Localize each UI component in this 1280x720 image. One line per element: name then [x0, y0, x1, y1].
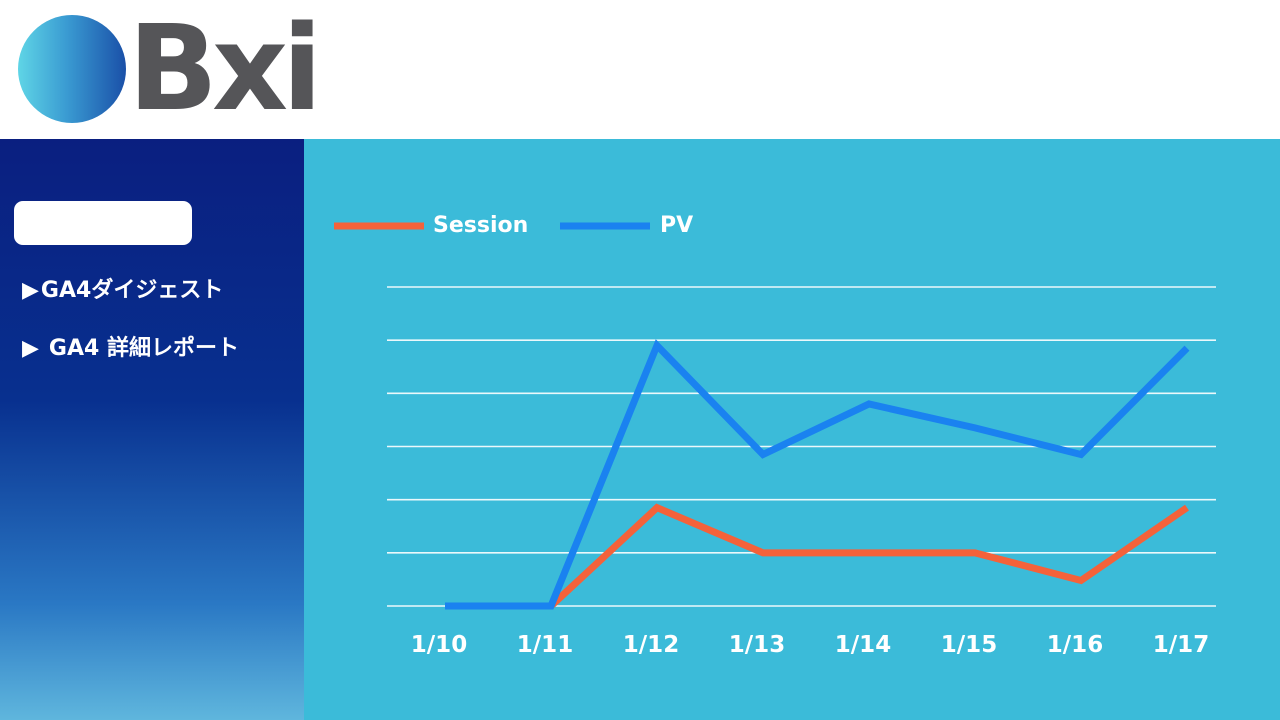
x-tick-label: 1/14: [835, 632, 891, 658]
x-tick-label: 1/11: [517, 632, 573, 658]
header: Bxi: [0, 0, 1280, 139]
series-line-pv: [445, 339, 1190, 610]
sidebar-active-pill[interactable]: [14, 201, 192, 245]
sidebar-item-label: GA4ダイジェスト: [40, 278, 224, 303]
logo-text: Bxi: [128, 0, 322, 137]
x-tick-label: 1/16: [1047, 632, 1103, 658]
legend-label-pv: PV: [660, 213, 693, 238]
x-tick-label: 1/13: [729, 632, 785, 658]
sidebar-item-label: GA4 詳細レポート: [48, 336, 239, 361]
x-tick-label: 1/17: [1153, 632, 1209, 658]
x-tick-label: 1/12: [623, 632, 679, 658]
logo-circle-icon: [18, 15, 126, 123]
play-arrow-icon: ▶: [22, 336, 39, 361]
line-chart: 1/10 1/11 1/12 1/13 1/14 1/15 1/16 1/17 Session P…: [334, 213, 1216, 658]
sidebar-item-ga4-digest[interactable]: ▶GA4ダイジェスト: [22, 272, 223, 304]
x-tick-label: 1/15: [941, 632, 997, 658]
sidebar: ▶GA4ダイジェスト ▶ GA4 詳細レポート: [0, 139, 304, 720]
x-tick-label: 1/10: [411, 632, 467, 658]
chart-panel: 1/10 1/11 1/12 1/13 1/14 1/15 1/16 1/17 Session P…: [304, 139, 1280, 720]
legend-label-session: Session: [433, 213, 528, 238]
series-line-session: [548, 503, 1189, 609]
play-arrow-icon: ▶: [22, 278, 39, 303]
sidebar-item-ga4-detail-report[interactable]: ▶ GA4 詳細レポート: [22, 330, 239, 362]
